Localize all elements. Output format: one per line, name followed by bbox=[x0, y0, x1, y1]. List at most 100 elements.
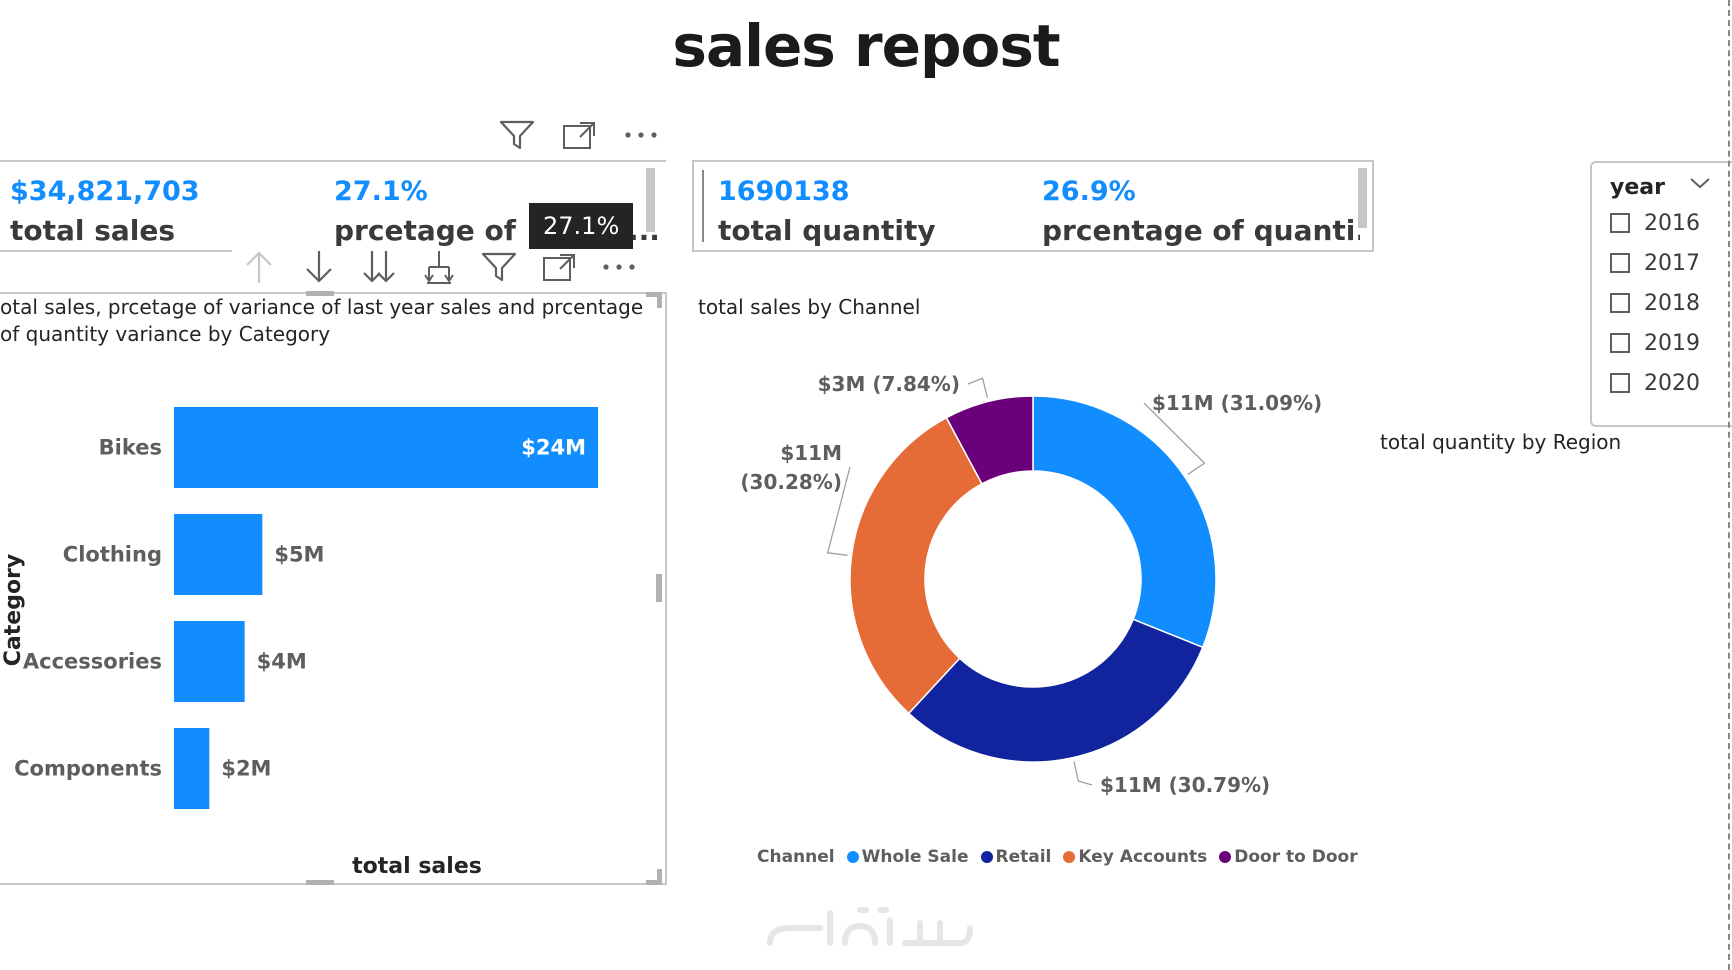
legend-label: Key Accounts bbox=[1078, 847, 1208, 867]
legend-marker bbox=[1063, 851, 1076, 863]
leader-line bbox=[967, 377, 989, 398]
legend-item-key-accounts[interactable]: Key Accounts bbox=[1063, 847, 1207, 867]
legend-item-retail[interactable]: Retail bbox=[980, 847, 1052, 867]
slice-data-label: $11M (30.28%) bbox=[740, 441, 842, 494]
donut-chart-title: total sales by Channel bbox=[698, 295, 921, 319]
value-tooltip: 27.1% bbox=[529, 203, 634, 249]
bar-data-label: $5M bbox=[274, 543, 324, 567]
slicer-options: 2016 2017 2018 2019 2020 bbox=[1610, 203, 1700, 403]
chevron-down-icon[interactable] bbox=[1688, 175, 1712, 195]
slicer-option-label: 2018 bbox=[1644, 290, 1700, 316]
slice-data-label: $3M (7.84%) bbox=[818, 372, 960, 396]
leader-line bbox=[1143, 402, 1206, 475]
year-slicer[interactable]: year 2016 2017 2018 2019 2020 bbox=[1590, 161, 1732, 427]
slicer-title: year bbox=[1610, 175, 1665, 200]
resize-handle-top[interactable] bbox=[306, 291, 334, 296]
checkbox[interactable] bbox=[1610, 213, 1630, 233]
legend-label: Retail bbox=[995, 847, 1052, 867]
legend-marker bbox=[846, 851, 859, 863]
slice-data-label: $11M (31.09%) bbox=[1152, 391, 1322, 415]
bar-bikes[interactable] bbox=[174, 407, 598, 488]
category-tick-label: Components bbox=[14, 757, 162, 781]
slicer-option-label: 2019 bbox=[1644, 330, 1700, 356]
resize-corner-bottom-right[interactable] bbox=[646, 869, 662, 885]
total-sales-value: $34,821,703 bbox=[10, 176, 200, 207]
bar-components[interactable] bbox=[174, 728, 210, 809]
slicer-option-2018[interactable]: 2018 bbox=[1610, 283, 1700, 323]
slicer-option-label: 2017 bbox=[1644, 250, 1700, 276]
slice-data-label: $11M (30.79%) bbox=[1100, 773, 1270, 797]
legend-item-whole-sale[interactable]: Whole Sale bbox=[846, 847, 969, 867]
legend-item-door-to-door[interactable]: Door to Door bbox=[1219, 847, 1358, 867]
resize-corner-top-right[interactable] bbox=[646, 292, 662, 308]
bar-data-label: $2M bbox=[221, 757, 271, 781]
total-quantity-value: 1690138 bbox=[718, 176, 850, 207]
slicer-option-2019[interactable]: 2019 bbox=[1610, 323, 1700, 363]
slice-whole-sale[interactable] bbox=[1032, 395, 1217, 649]
slicer-option-2016[interactable]: 2016 bbox=[1610, 203, 1700, 243]
donut-legend: Channel Whole Sale Retail Key Accounts Door… bbox=[757, 847, 1358, 867]
divider bbox=[0, 250, 232, 252]
quantity-variance-value: 26.9% bbox=[1042, 176, 1136, 207]
slicer-option-2017[interactable]: 2017 bbox=[1610, 243, 1700, 283]
total-sales-label: total sales bbox=[10, 214, 176, 247]
kpi-card-header bbox=[498, 118, 660, 152]
page-boundary bbox=[1728, 0, 1730, 970]
bar-chart: Bikes $24M Clothing $5M Accessories $4M Compon… bbox=[1, 407, 598, 879]
quantity-variance-label: prcentage of quanti... bbox=[1042, 214, 1360, 247]
slice-retail[interactable] bbox=[907, 618, 1204, 763]
slice-key-accounts[interactable] bbox=[849, 416, 983, 715]
leader-line bbox=[826, 466, 851, 556]
focus-mode-icon[interactable] bbox=[560, 118, 598, 152]
x-axis-title: total sales bbox=[352, 854, 482, 879]
total-quantity-label: total quantity bbox=[718, 214, 936, 247]
legend-label: Whole Sale bbox=[861, 847, 969, 867]
legend-marker bbox=[980, 851, 993, 863]
report-title: sales repost bbox=[672, 12, 1060, 80]
drill-down-icon[interactable] bbox=[300, 250, 338, 284]
bar-chart-visual[interactable] bbox=[0, 291, 667, 885]
filter-icon[interactable] bbox=[480, 250, 518, 284]
bar-data-label: $24M bbox=[521, 436, 586, 460]
category-tick-label: Bikes bbox=[99, 436, 162, 460]
slice-door-to-door[interactable] bbox=[945, 395, 1034, 485]
legend-label: Door to Door bbox=[1234, 847, 1358, 867]
more-options-icon[interactable] bbox=[622, 118, 660, 152]
kpi-scrollbar[interactable] bbox=[646, 168, 655, 232]
bar-clothing[interactable] bbox=[174, 514, 263, 595]
bar-visual-header bbox=[240, 250, 638, 284]
checkbox[interactable] bbox=[1610, 373, 1630, 393]
bar-chart-title-line2: of quantity variance by Category bbox=[0, 322, 331, 346]
checkbox[interactable] bbox=[1610, 253, 1630, 273]
more-options-icon[interactable] bbox=[600, 250, 638, 284]
category-tick-label: Clothing bbox=[63, 543, 162, 567]
filter-icon[interactable] bbox=[498, 118, 536, 152]
expand-hierarchy-icon[interactable] bbox=[420, 250, 458, 284]
slicer-option-label: 2016 bbox=[1644, 210, 1700, 236]
legend-marker bbox=[1219, 851, 1232, 863]
region-chart-title: total quantity by Region bbox=[1380, 430, 1622, 454]
drill-up-icon[interactable] bbox=[240, 250, 278, 284]
sales-variance-label: prcetage of v bbox=[334, 214, 524, 247]
legend-title: Channel bbox=[757, 847, 835, 867]
checkbox[interactable] bbox=[1610, 333, 1630, 353]
leader-line bbox=[1073, 761, 1093, 786]
resize-handle-bottom[interactable] bbox=[306, 880, 334, 885]
bar-chart-title: otal sales, prcetage of variance of last… bbox=[0, 294, 660, 348]
focus-mode-icon[interactable] bbox=[540, 250, 578, 284]
expand-all-icon[interactable] bbox=[360, 250, 398, 284]
watermark-logo bbox=[760, 898, 980, 958]
donut-chart: $11M (31.09%) $11M (30.79%) $11M (30.28%) $3… bbox=[740, 372, 1322, 797]
bar-chart-title-line1: otal sales, prcetage of variance of last… bbox=[0, 295, 644, 319]
slicer-option-label: 2020 bbox=[1644, 370, 1700, 396]
kpi-scrollbar[interactable] bbox=[1358, 168, 1367, 228]
bar-data-label: $4M bbox=[257, 650, 307, 674]
bar-accessories[interactable] bbox=[174, 621, 245, 702]
kpi-card-quantity[interactable]: 1690138 total quantity 26.9% prcentage o… bbox=[692, 160, 1374, 252]
slicer-option-2020[interactable]: 2020 bbox=[1610, 363, 1700, 403]
sales-variance-value: 27.1% bbox=[334, 176, 428, 207]
category-tick-label: Accessories bbox=[23, 650, 162, 674]
y-axis-title: Category bbox=[1, 554, 26, 666]
resize-handle-right[interactable] bbox=[656, 574, 662, 602]
checkbox[interactable] bbox=[1610, 293, 1630, 313]
